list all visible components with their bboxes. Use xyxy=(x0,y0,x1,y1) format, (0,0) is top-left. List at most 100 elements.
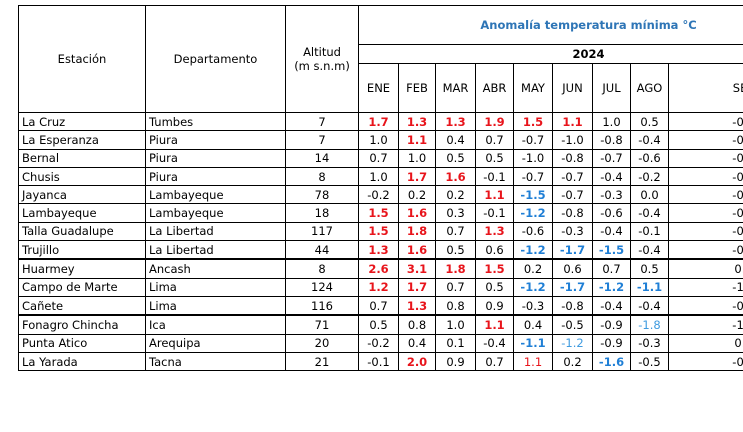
altitude-cell: 44 xyxy=(285,240,359,261)
anomaly-cell: -1.8 xyxy=(630,314,669,335)
anomaly-cell: 1.6 xyxy=(398,240,436,261)
anomaly-cell: 1.1 xyxy=(552,111,593,132)
station-cell: Lambayeque xyxy=(18,203,146,223)
altitude-cell: 8 xyxy=(285,258,359,279)
anomaly-cell: 1.6 xyxy=(398,203,436,223)
anomaly-cell: 0.9 xyxy=(435,351,476,372)
anomaly-cell: -0.2 xyxy=(667,203,743,223)
station-cell: La Esperanza xyxy=(18,130,146,150)
anomaly-cell: -0.1 xyxy=(358,351,399,372)
anomaly-cell: 0.3 xyxy=(435,203,476,223)
anomaly-cell: -0.7 xyxy=(552,185,593,205)
anomaly-cell: -0.5 xyxy=(630,351,669,372)
anomaly-cell: -1.1 xyxy=(630,277,669,297)
anomaly-cell: -0.4 xyxy=(667,185,743,205)
anomaly-cell: 0.7 xyxy=(435,221,476,242)
altitude-cell: 21 xyxy=(285,351,359,372)
station-row: Chusis Piura 8 1.0 1.7 1.6 -0.1 -0.7 -0.7 -0.4 -0.… xyxy=(18,166,743,187)
anomaly-cell: 0.5 xyxy=(358,314,399,335)
anomaly-cell: 1.5 xyxy=(513,111,553,132)
anomaly-cell: -0.4 xyxy=(630,240,669,261)
anomaly-cell: 1.8 xyxy=(435,258,476,279)
table-title: Anomalía temperatura mínima °C xyxy=(357,5,743,45)
anomaly-cell: -0.4 xyxy=(592,221,631,242)
anomaly-cell: 0.5 xyxy=(630,258,669,279)
anomaly-cell: 0.5 xyxy=(475,277,514,297)
anomaly-cell: 1.3 xyxy=(475,221,514,242)
anomaly-cell: 0.2 xyxy=(398,185,436,205)
anomaly-cell: -0.3 xyxy=(667,221,743,242)
anomaly-cell: -0.7 xyxy=(667,130,743,150)
anomaly-cell: 1.0 xyxy=(358,130,399,150)
anomaly-cell: -1.2 xyxy=(513,277,553,297)
anomaly-cell: 0.4 xyxy=(435,130,476,150)
table-head: Estación Departamento Altitud (m s.n.m) A… xyxy=(18,5,743,113)
station-header: Estación xyxy=(18,5,146,113)
anomaly-cell: 0.7 xyxy=(475,130,514,150)
anomaly-cell: 1.7 xyxy=(398,166,436,187)
anomaly-cell: 1.6 xyxy=(435,166,476,187)
anomaly-cell: -0.7 xyxy=(513,166,553,187)
station-row: Punta Atico Arequipa 20 -0.2 0.4 0.1 -0.4 -1.1-… xyxy=(18,333,743,353)
month-row: ENEFEBMARABRMAYJUNJULAGOSEP xyxy=(19,63,743,113)
anomaly-cell: 0.7 xyxy=(358,148,399,168)
anomaly-cell: -0.6 xyxy=(592,203,631,223)
anomaly-cell: 0.5 xyxy=(630,111,669,132)
anomaly-cell: -0.2 xyxy=(667,295,743,317)
station-cell: Campo de Marte xyxy=(18,277,146,297)
anomaly-cell: 1.5 xyxy=(358,221,399,242)
anomaly-cell: -0.2 xyxy=(630,166,669,187)
station-row: Jayanca Lambayeque 78 -0.2 0.2 0.2 1.1 -1.5 -0.7… xyxy=(18,185,743,205)
anomaly-cell: -1.1 xyxy=(513,333,553,353)
station-row: La Esperanza Piura 7 1.0 1.1 0.4 0.7 -0.7 -1.0 -0… xyxy=(18,130,743,150)
anomaly-cell: -1.2 xyxy=(592,277,631,297)
station-cell: Fonagro Chincha xyxy=(18,314,146,335)
station-cell: Jayanca xyxy=(18,185,146,205)
anomaly-cell: 1.3 xyxy=(358,240,399,261)
station-row: Bernal Piura 14 0.7 1.0 0.5 0.5 -1.0 -0.8 -0.7 -0.… xyxy=(18,148,743,168)
anomaly-cell: -0.3 xyxy=(667,148,743,168)
station-row: Talla Guadalupe La Libertad 117 1.5 1.8 0.7 1.… xyxy=(18,221,743,242)
anomaly-cell: -0.1 xyxy=(475,166,514,187)
station-row: HuarmeyAncash82.63.11.81.50.20.60.70.50.… xyxy=(18,258,743,279)
station-cell: Cañete xyxy=(18,295,146,317)
month-header: MAR xyxy=(435,63,476,113)
anomaly-cell: 1.3 xyxy=(398,295,436,317)
anomaly-cell: 0.5 xyxy=(435,148,476,168)
anomaly-cell: -0.4 xyxy=(630,295,669,317)
department-header: Departamento xyxy=(145,5,286,113)
anomaly-cell: -0.6 xyxy=(513,221,553,242)
anomaly-cell: 1.3 xyxy=(435,111,476,132)
anomaly-cell: -1.2 xyxy=(552,333,593,353)
anomaly-cell: 0.8 xyxy=(435,295,476,317)
anomaly-cell: 1.1 xyxy=(475,185,514,205)
anomaly-cell: 0.2 xyxy=(513,258,553,279)
station-row: La Cruz Tumbes 7 1.7 1.3 1.3 1.9 1.5 1.1 1.0 0.5 -0… xyxy=(18,111,743,132)
department-cell: Lima xyxy=(145,295,286,317)
anomaly-cell: -0.3 xyxy=(630,333,669,353)
department-cell: Arequipa xyxy=(145,333,286,353)
anomaly-cell: 0.7 xyxy=(435,277,476,297)
anomaly-cell: -1.5 xyxy=(513,185,553,205)
department-cell: Piura xyxy=(145,148,286,168)
anomaly-cell: -0.3 xyxy=(592,185,631,205)
altitude-cell: 7 xyxy=(285,111,359,132)
anomaly-cell: 1.0 xyxy=(398,148,436,168)
altitude-cell: 7 xyxy=(285,130,359,150)
table-wrap: Estación Departamento Altitud (m s.n.m) A… xyxy=(18,5,743,432)
anomaly-cell: 0.0 xyxy=(667,333,743,353)
anomaly-cell: -0.5 xyxy=(552,314,593,335)
anomaly-cell: -0.6 xyxy=(630,148,669,168)
anomaly-cell: 0.4 xyxy=(513,314,553,335)
anomaly-cell: 0.8 xyxy=(398,314,436,335)
anomaly-cell: 1.5 xyxy=(475,258,514,279)
anomaly-cell: -0.1 xyxy=(667,166,743,187)
altitude-cell: 20 xyxy=(285,333,359,353)
anomaly-cell: 1.8 xyxy=(398,221,436,242)
anomaly-cell: 1.5 xyxy=(358,203,399,223)
altitude-cell: 8 xyxy=(285,166,359,187)
altitude-cell: 117 xyxy=(285,221,359,242)
altitude-cell: 78 xyxy=(285,185,359,205)
anomaly-cell: -0.4 xyxy=(630,130,669,150)
